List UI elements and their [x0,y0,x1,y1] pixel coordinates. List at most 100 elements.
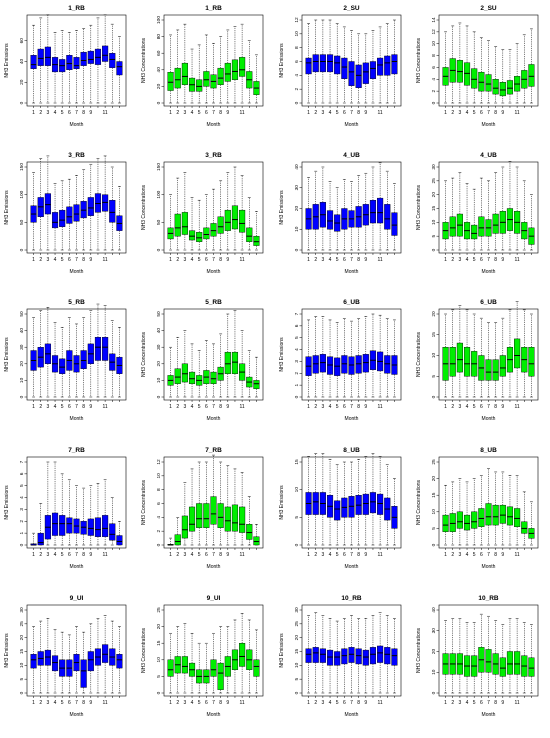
x-tick-label: 8 [219,257,222,263]
box-12 [246,40,253,104]
iqr-box [102,337,109,361]
box-5 [471,622,478,694]
x-tick-label: 6 [205,110,208,116]
x-tick-label: 6 [480,552,483,558]
y-tick-label: 15 [156,640,162,646]
iqr-box [203,227,210,240]
x-tick-label: 7 [350,257,353,263]
iqr-box [80,521,87,535]
iqr-box [239,209,246,233]
iqr-box [188,506,196,532]
x-tick-label: 11 [515,552,520,558]
x-tick-label: 5 [61,700,64,706]
x-tick-label: 2 [314,700,317,706]
x-tick-label: 3 [46,700,49,706]
box-11 [239,330,246,398]
y-axis-label: NH3 Emissions [4,43,10,78]
x-tick-label: 8 [82,110,85,116]
y-tick-label: 60 [19,38,25,44]
x-axis-label: Month [207,269,221,275]
chart-title: 8_UB [343,447,360,454]
box-12 [384,170,391,251]
iqr-box [37,532,44,546]
iqr-box [231,504,239,532]
box-8 [492,172,499,251]
x-tick-label: 5 [61,552,64,558]
y-tick-label: 6 [156,502,162,505]
y-axis-label: NH3 Emissions [279,190,285,225]
y-axis-label: NH3 Emissions [279,485,285,520]
x-tick-label: 3 [458,110,461,116]
iqr-box [59,358,66,374]
box-3 [181,330,188,398]
box-6 [66,317,73,398]
x-tick-label: 1 [444,700,447,706]
x-tick-label: 4 [466,257,469,263]
box-11 [514,43,521,104]
box-10 [231,26,239,104]
box-9 [87,623,94,694]
x-tick-label: 4 [329,110,332,116]
box-10 [94,17,102,104]
x-tick-label: 11 [515,110,520,116]
y-tick-label: 25 [431,178,437,184]
y-tick-label: 20 [156,624,162,630]
x-tick-label: 4 [329,552,332,558]
box-6 [203,34,210,104]
iqr-box [485,359,492,381]
box-11 [239,175,246,251]
y-tick-label: 4 [294,74,300,77]
box-9 [362,618,369,694]
box-2 [449,309,456,398]
iqr-box [80,350,87,369]
box-2 [37,620,44,694]
x-tick-label: 9 [501,257,504,263]
y-tick-label: 2 [19,520,25,523]
y-tick-label: 0 [156,101,162,104]
y-tick-label: 0 [19,691,25,694]
iqr-box [362,62,369,84]
y-tick-label: 10 [431,41,437,47]
x-tick-label: 8 [219,404,222,410]
x-tick-label: 9 [364,257,367,263]
box-6 [203,340,210,398]
x-tick-label: 6 [343,257,346,263]
y-tick-label: 0 [19,395,25,398]
iqr-box [348,61,355,86]
x-tick-label: 1 [169,404,172,410]
box-1 [305,319,312,398]
x-tick-label: 8 [494,700,497,706]
box-10 [506,618,514,694]
box-5 [334,322,341,398]
x-axis-label: Month [70,122,84,128]
x-tick-label: 11 [378,404,383,410]
iqr-box [319,648,326,663]
box-1 [167,537,174,546]
box-10 [369,30,377,104]
x-tick-label: 6 [343,552,346,558]
box-1 [305,615,312,694]
box-3 [181,172,188,251]
iqr-box [384,204,391,230]
y-tick-label: 20 [156,83,162,89]
box-7 [348,181,355,251]
iqr-box [514,338,521,369]
iqr-box [210,496,217,525]
x-tick-label: 11 [378,552,383,558]
iqr-box [94,193,102,213]
iqr-box [196,503,203,528]
x-tick-label: 8 [82,700,85,706]
iqr-box [369,200,377,224]
box-12 [109,320,116,398]
x-tick-label: 3 [321,404,324,410]
y-tick-label: 5 [156,675,162,678]
iqr-box [471,68,478,89]
x-tick-label: 11 [240,552,245,558]
x-tick-label: 1 [307,700,310,706]
iqr-box [73,204,80,222]
x-tick-label: 3 [321,110,324,116]
y-tick-label: 10 [294,31,300,37]
box-6 [203,194,210,251]
